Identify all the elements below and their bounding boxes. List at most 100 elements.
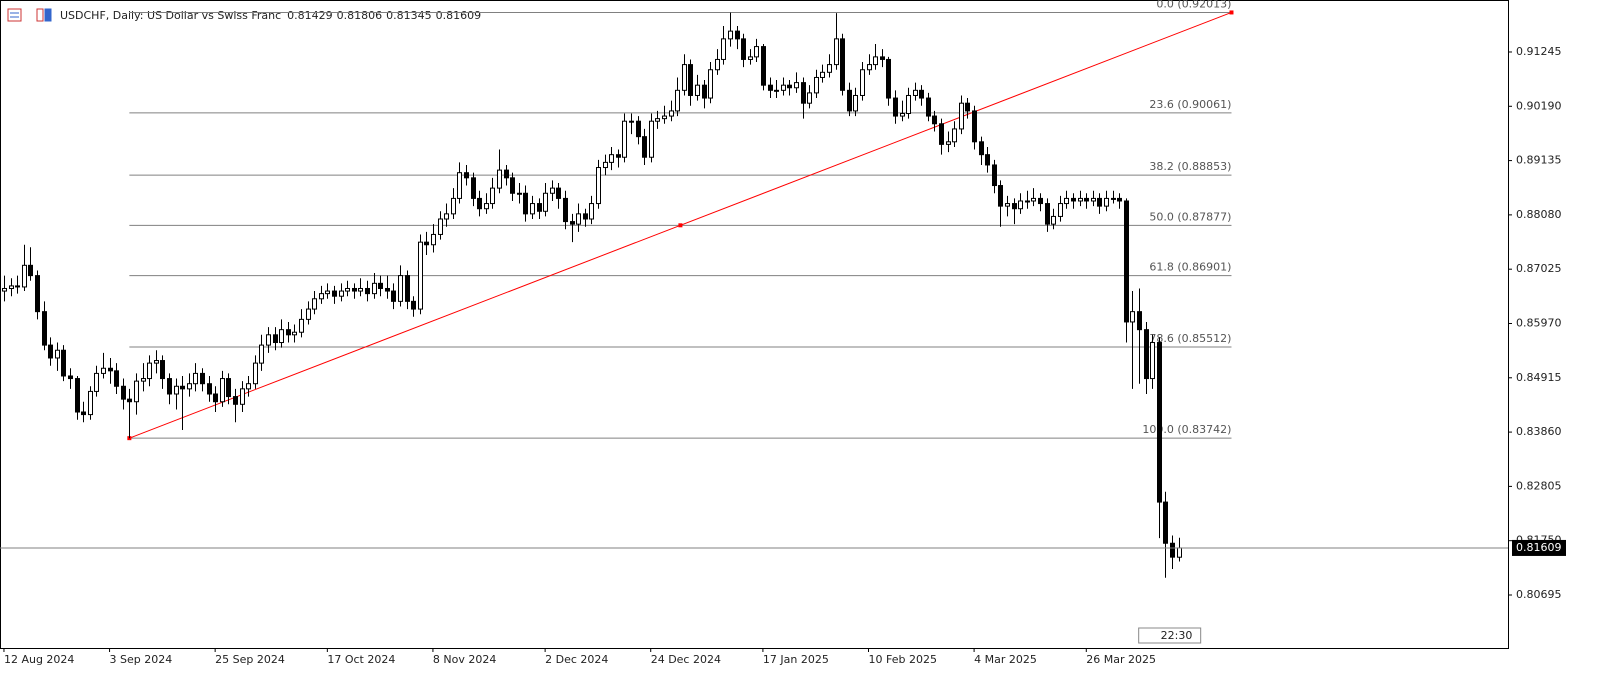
- chart-icon: [36, 8, 44, 22]
- candle-body: [774, 89, 779, 92]
- candle-body: [1111, 197, 1116, 200]
- candle-body: [523, 192, 528, 215]
- fibo-label: 38.2 (0.88853): [1149, 160, 1231, 173]
- candle-body: [220, 378, 225, 403]
- candle-body: [662, 115, 667, 120]
- symbol: USDCHF, Daily: US Dollar vs Swiss Franc: [60, 9, 281, 22]
- candle-body: [55, 349, 60, 359]
- candle-body: [1157, 342, 1162, 503]
- candle-body: [1058, 203, 1063, 217]
- candle-body: [187, 383, 192, 390]
- x-tick-label: 3 Sep 2024: [110, 653, 173, 666]
- candle-body: [517, 192, 522, 195]
- y-tick-label: 0.91245: [1516, 45, 1562, 58]
- candle-body: [1038, 197, 1043, 205]
- candle-body: [339, 290, 344, 297]
- candle-body: [279, 329, 284, 344]
- candle-body: [94, 372, 99, 392]
- candle-body: [589, 203, 594, 220]
- candle-body: [860, 69, 865, 96]
- candle-body: [332, 290, 337, 297]
- candle-body: [1078, 197, 1083, 202]
- candle-body: [75, 378, 80, 413]
- candle-body: [979, 141, 984, 156]
- candle-body: [372, 282, 377, 295]
- candle-body: [259, 344, 264, 364]
- candle-body: [946, 141, 951, 145]
- candle-body: [992, 164, 997, 187]
- candle-body: [715, 58, 720, 71]
- x-tick-label: 24 Dec 2024: [651, 653, 721, 666]
- candle-body: [853, 94, 858, 112]
- fibo-label: 100.0 (0.83742): [1142, 423, 1231, 436]
- candle-body: [965, 102, 970, 112]
- candle-body: [556, 187, 561, 199]
- candle-body: [1150, 342, 1155, 380]
- candle-body: [42, 311, 47, 346]
- candle-body: [464, 172, 469, 179]
- candle-body: [114, 370, 119, 387]
- candle-body: [688, 64, 693, 96]
- header-icons: [7, 8, 52, 22]
- candle-body: [596, 167, 601, 205]
- y-tick-label: 0.90190: [1516, 99, 1562, 112]
- candle-body: [35, 275, 40, 313]
- candle-body: [134, 380, 139, 403]
- candle-body: [886, 58, 891, 99]
- candle-body: [444, 213, 449, 220]
- candle-body: [1045, 203, 1050, 225]
- y-tick-label: 0.82805: [1516, 479, 1562, 492]
- candle-body: [1177, 547, 1182, 558]
- candle-body: [9, 285, 14, 289]
- candle-body: [682, 64, 687, 91]
- candle-body: [147, 362, 152, 380]
- candle-body: [81, 411, 86, 416]
- candle-body: [754, 46, 759, 58]
- y-tick-label: 0.80695: [1516, 588, 1562, 601]
- y-tick-label: 0.89135: [1516, 154, 1562, 167]
- candle-body: [873, 56, 878, 66]
- candle-body: [761, 46, 766, 86]
- x-tick-label: 17 Oct 2024: [327, 653, 395, 666]
- candle-body: [616, 154, 621, 158]
- candle-body: [1104, 197, 1109, 207]
- candle-body: [207, 383, 212, 395]
- candle-body: [385, 287, 390, 292]
- y-tick-label: 0.85970: [1516, 316, 1562, 329]
- candle-body: [867, 64, 872, 71]
- candle-body: [490, 187, 495, 205]
- candle-body: [391, 290, 396, 302]
- candle-body: [273, 334, 278, 344]
- candle-body: [537, 203, 542, 212]
- plot-frame: [0, 0, 1509, 649]
- candle-body: [985, 154, 990, 166]
- candle-body: [246, 383, 251, 390]
- candle-body: [240, 388, 245, 405]
- candle-body: [576, 213, 581, 225]
- price-label-bg: [1512, 539, 1566, 556]
- x-tick-label: 4 Mar 2025: [974, 653, 1037, 666]
- fibo-label: 0.0 (0.92013): [1156, 0, 1231, 10]
- chart-title: USDCHF, Daily: US Dollar vs Swiss Franc 0…: [60, 9, 481, 22]
- candle-body: [358, 287, 363, 292]
- chart-icon: [44, 8, 52, 22]
- candle-body: [702, 84, 707, 99]
- fibo-anchor: [1229, 10, 1234, 15]
- candle-body: [840, 38, 845, 91]
- candle-body: [669, 110, 674, 117]
- ohlc-close: 0.81609: [436, 9, 482, 22]
- candle-body: [649, 120, 654, 158]
- candle-body: [913, 89, 918, 96]
- candle-body: [1031, 197, 1036, 202]
- candle-body: [952, 128, 957, 143]
- candle-body: [814, 76, 819, 94]
- candle-body: [61, 349, 66, 377]
- candle-body: [2, 287, 7, 292]
- ohlc-open: 0.81429: [287, 9, 333, 22]
- candle-body: [1064, 197, 1069, 205]
- menu-icon: [7, 8, 22, 22]
- candle-body: [1084, 197, 1089, 202]
- candle-body: [154, 360, 159, 364]
- candle-body: [919, 89, 924, 99]
